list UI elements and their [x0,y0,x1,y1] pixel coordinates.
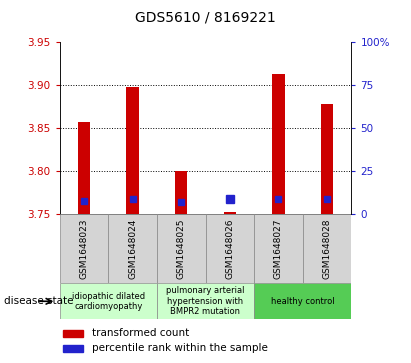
Text: healthy control: healthy control [271,297,335,306]
Text: pulmonary arterial
hypertension with
BMPR2 mutation: pulmonary arterial hypertension with BMP… [166,286,245,316]
Text: GSM1648024: GSM1648024 [128,219,137,279]
Text: GSM1648026: GSM1648026 [225,219,234,279]
Text: GSM1648027: GSM1648027 [274,219,283,279]
Bar [175,171,187,214]
Text: idiopathic dilated
cardiomyopathy: idiopathic dilated cardiomyopathy [72,291,145,311]
Text: GDS5610 / 8169221: GDS5610 / 8169221 [135,11,276,25]
Text: GSM1648025: GSM1648025 [177,219,186,279]
Bar [127,87,139,214]
Bar [321,104,333,214]
Bar [254,283,351,319]
Bar [62,344,83,352]
Bar [60,214,108,283]
Bar [157,283,254,319]
Text: transformed count: transformed count [92,328,189,338]
Bar [78,122,90,214]
Bar [272,74,284,214]
Text: GSM1648028: GSM1648028 [323,219,332,279]
Bar [157,214,206,283]
Text: disease state: disease state [4,296,74,306]
Bar [108,214,157,283]
Bar [254,214,303,283]
Bar [62,330,83,337]
Bar [224,212,236,214]
Text: percentile rank within the sample: percentile rank within the sample [92,343,268,353]
Bar [60,283,157,319]
Text: GSM1648023: GSM1648023 [79,219,88,279]
Bar [303,214,351,283]
Bar [206,214,254,283]
